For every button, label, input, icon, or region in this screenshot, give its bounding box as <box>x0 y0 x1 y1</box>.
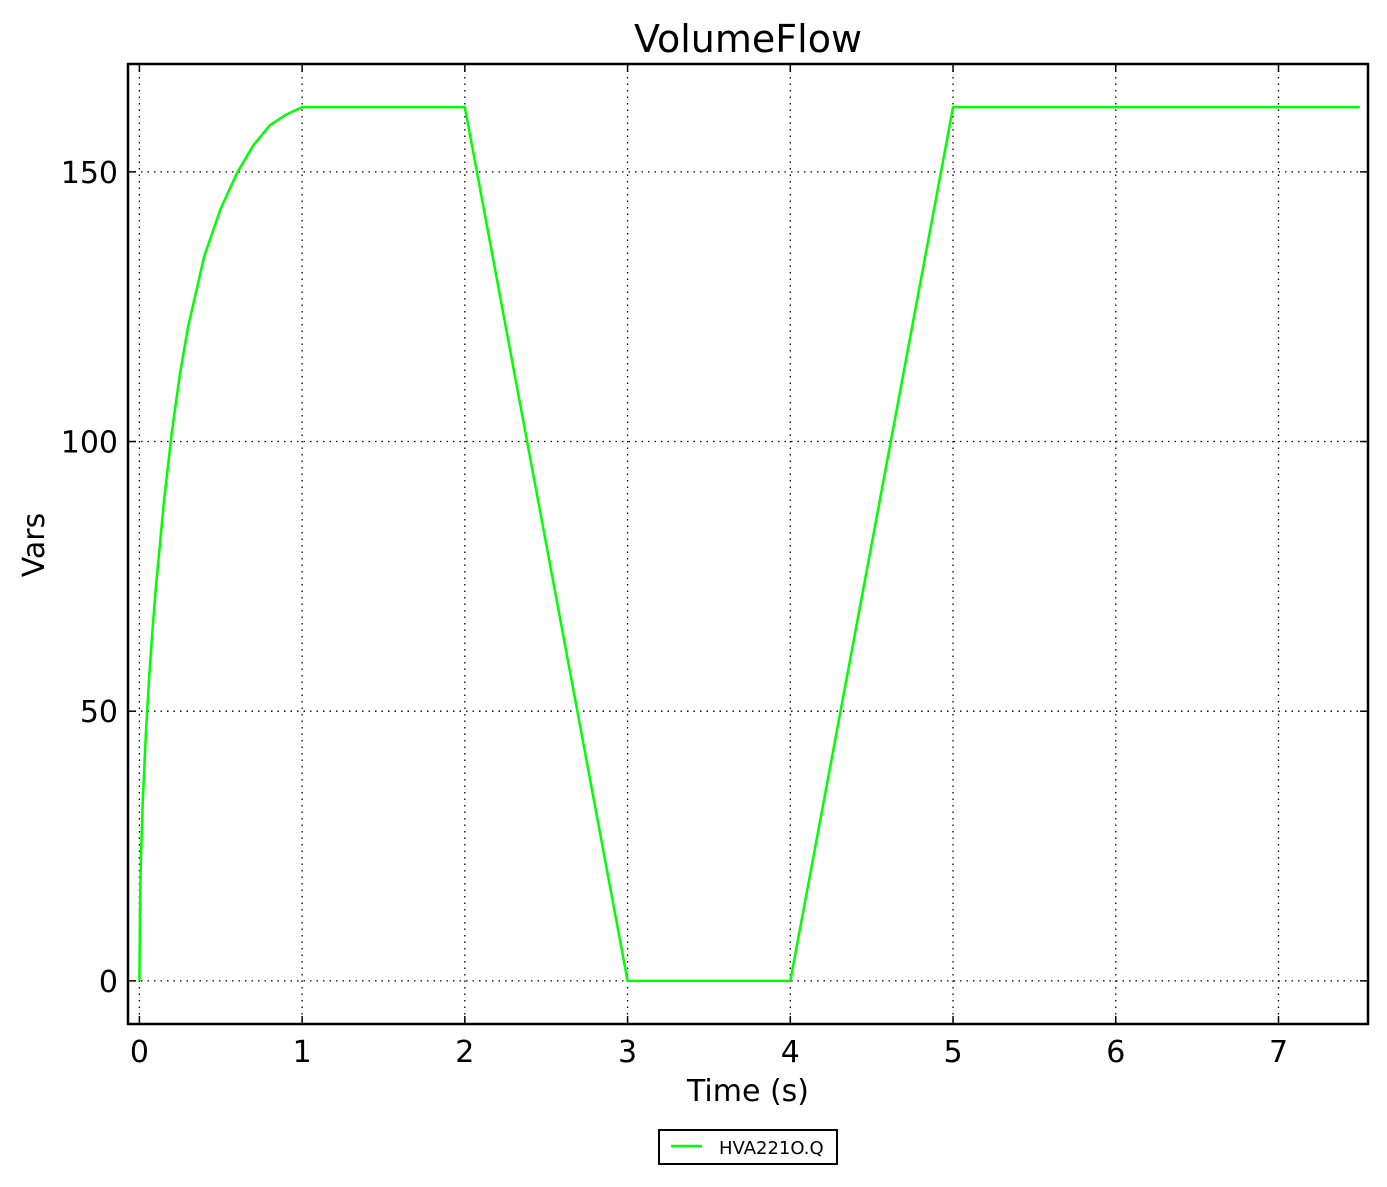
x-tick-label: 4 <box>781 1035 800 1070</box>
y-tick-label: 150 <box>61 156 118 191</box>
x-tick-label: 0 <box>130 1035 149 1070</box>
y-tick-label: 50 <box>80 695 118 730</box>
x-tick-label: 7 <box>1269 1035 1288 1070</box>
x-tick-label: 1 <box>293 1035 312 1070</box>
x-tick-label: 6 <box>1106 1035 1125 1070</box>
legend-label: HVA221O.Q <box>719 1138 824 1159</box>
x-tick-label: 5 <box>943 1035 962 1070</box>
grid-lines <box>128 64 1368 1024</box>
y-axis-label: Vars <box>17 513 52 578</box>
y-tick-label: 100 <box>61 426 118 461</box>
x-tick-label: 3 <box>618 1035 637 1070</box>
series-line <box>138 105 1360 983</box>
ticks: 0 1 2 3 4 5 6 7 0 50 100 150 <box>61 64 1368 1070</box>
series-layer <box>138 105 1360 983</box>
chart-title: VolumeFlow <box>634 17 862 61</box>
plot-frame <box>126 62 1370 1026</box>
x-tick-label: 2 <box>455 1035 474 1070</box>
legend: HVA221O.Q <box>658 1129 838 1165</box>
y-tick-label: 0 <box>99 965 118 1000</box>
x-axis-label: Time (s) <box>686 1074 809 1109</box>
